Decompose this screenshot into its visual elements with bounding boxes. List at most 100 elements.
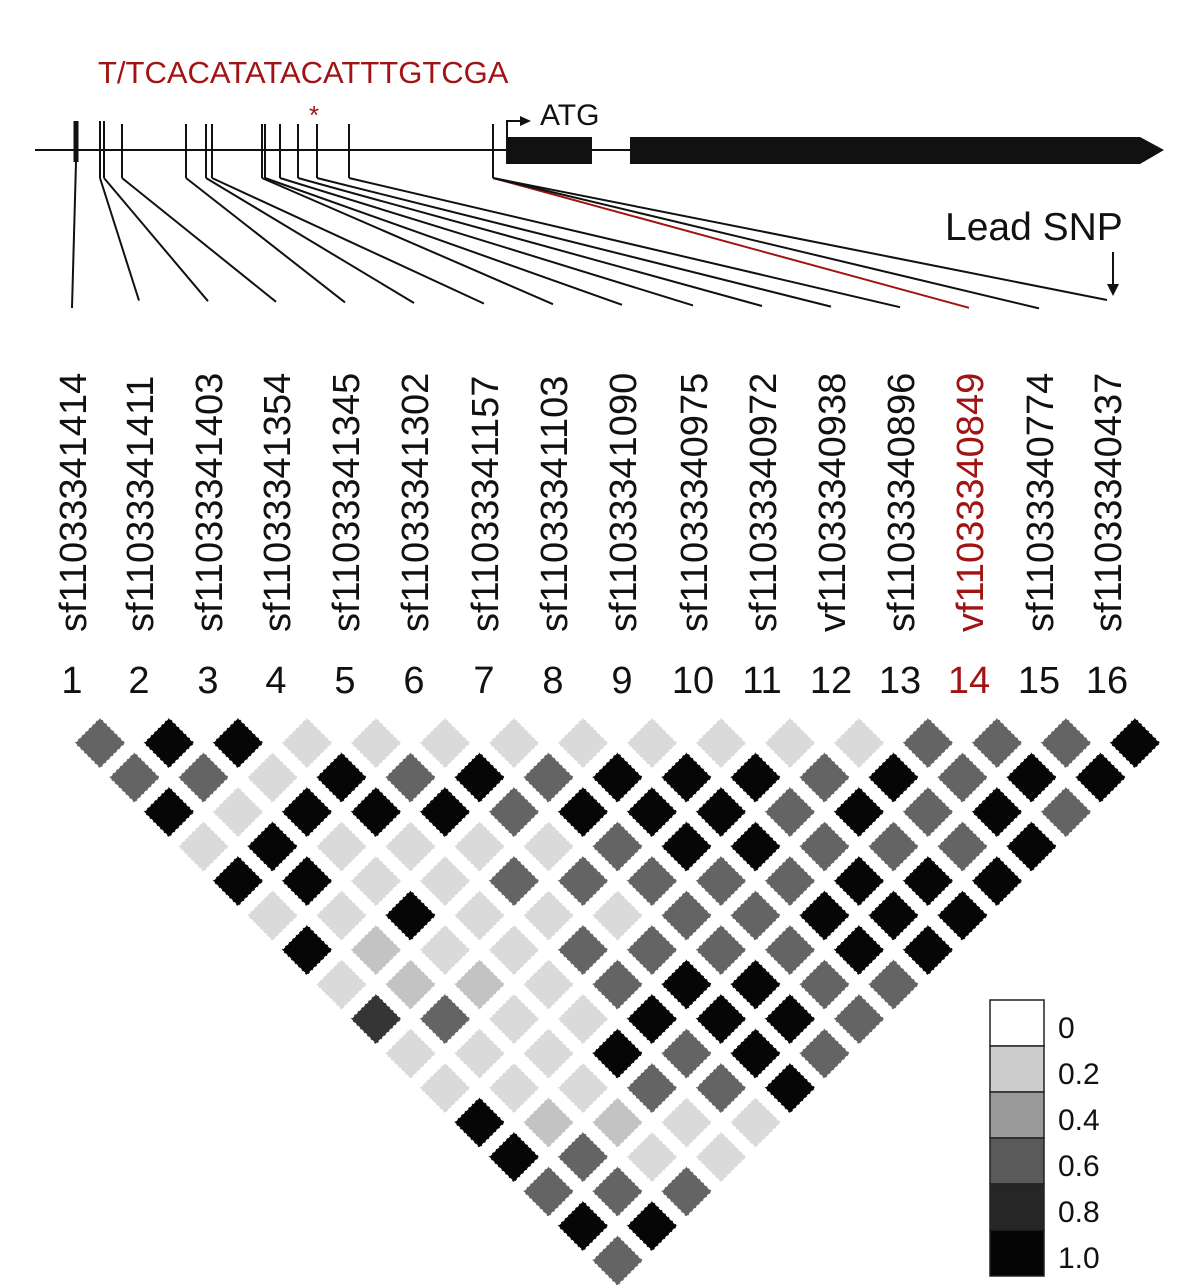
ld-cell-11-3 bbox=[556, 1061, 610, 1115]
ld-cell-2-2 bbox=[176, 750, 231, 805]
ld-cell-5-12 bbox=[970, 854, 1024, 908]
ld-cell-12-1 bbox=[452, 1095, 507, 1150]
snp-connector-15 bbox=[492, 177, 1040, 310]
snp-index-labels: 1 2 3 4 5 6 7 8 9 10 11 12 13 14 15 16 bbox=[61, 660, 1128, 702]
ld-cell-10-2 bbox=[452, 1026, 507, 1081]
ld-cell-8-5 bbox=[590, 957, 645, 1012]
ld-cell-7-8 bbox=[763, 923, 817, 977]
snp-index-14: 14 bbox=[948, 660, 990, 702]
ld-cell-3-5 bbox=[418, 785, 472, 839]
ld-cell-1-16 bbox=[1108, 716, 1162, 770]
snp-connector-14 bbox=[492, 177, 970, 309]
snp-connector-1 bbox=[71, 161, 77, 309]
lead-snp-arrowhead bbox=[1107, 284, 1119, 296]
snp-index-2: 2 bbox=[128, 660, 149, 702]
snp-connector-11 bbox=[297, 177, 763, 307]
snp-connector-6 bbox=[205, 177, 415, 304]
ld-cell-8-1 bbox=[314, 957, 369, 1012]
snp-id-1: sf11033341414 bbox=[53, 373, 95, 632]
ld-cell-11-6 bbox=[763, 1061, 817, 1115]
snp-id-12: vf11033340938 bbox=[812, 373, 854, 632]
lead-snp-label: Lead SNP bbox=[945, 206, 1123, 249]
ld-cell-1-5 bbox=[349, 716, 403, 770]
snp-connector-12 bbox=[316, 177, 832, 308]
ld-cell-7-9 bbox=[832, 923, 886, 977]
ld-cell-1-8 bbox=[556, 716, 610, 770]
snp-index-6: 6 bbox=[403, 660, 424, 702]
ld-cell-3-14 bbox=[1039, 785, 1093, 839]
gene-direction-arrow bbox=[1060, 137, 1164, 164]
ld-cell-2-9 bbox=[659, 750, 714, 805]
legend-label-5: 1.0 bbox=[1058, 1242, 1100, 1275]
ld-cell-1-1 bbox=[73, 716, 127, 770]
snp-index-15: 15 bbox=[1018, 660, 1060, 702]
ld-cell-5-7 bbox=[625, 854, 679, 908]
ld-cell-8-6 bbox=[659, 957, 714, 1012]
ld-cell-9-3 bbox=[487, 992, 541, 1046]
ld-cell-4-2 bbox=[245, 819, 300, 874]
ld-cell-3-6 bbox=[487, 785, 541, 839]
ld-cell-2-15 bbox=[1073, 750, 1128, 805]
snp-index-1: 1 bbox=[61, 660, 82, 702]
ld-cell-7-3 bbox=[418, 923, 472, 977]
ld-cell-2-4 bbox=[314, 750, 369, 805]
ld-cell-8-2 bbox=[383, 957, 438, 1012]
snp-connector-4 bbox=[121, 177, 277, 303]
ld-cell-6-7 bbox=[659, 888, 714, 943]
ld-cell-13-1 bbox=[487, 1130, 541, 1184]
ld-cell-9-2 bbox=[418, 992, 472, 1046]
ld-cell-12-3 bbox=[590, 1095, 645, 1150]
ld-cell-7-6 bbox=[625, 923, 679, 977]
legend-label-2: 0.4 bbox=[1058, 1104, 1100, 1137]
ld-cell-12-5 bbox=[728, 1095, 783, 1150]
ld-cell-11-1 bbox=[418, 1061, 472, 1115]
ld-cell-8-9 bbox=[866, 957, 921, 1012]
snp-index-8: 8 bbox=[542, 660, 563, 702]
ld-cell-3-2 bbox=[211, 785, 265, 839]
ld-cell-14-3 bbox=[659, 1164, 714, 1219]
ld-cell-9-1 bbox=[349, 992, 403, 1046]
snp-connector-8 bbox=[261, 177, 554, 306]
ld-cell-9-7 bbox=[763, 992, 817, 1046]
ld-cell-4-6 bbox=[521, 819, 576, 874]
snp-connector-7 bbox=[211, 177, 485, 305]
ld-cell-10-6 bbox=[728, 1026, 783, 1081]
legend-swatch-5 bbox=[989, 1229, 1045, 1277]
snp-index-11: 11 bbox=[742, 660, 781, 702]
ld-cell-14-1 bbox=[521, 1164, 576, 1219]
ld-cell-3-12 bbox=[901, 785, 955, 839]
ld-cell-13-4 bbox=[694, 1130, 748, 1184]
ld-cell-7-4 bbox=[487, 923, 541, 977]
ld-cell-14-2 bbox=[590, 1164, 645, 1219]
ld-cell-5-2 bbox=[280, 854, 334, 908]
ld-cell-2-3 bbox=[245, 750, 300, 805]
snp-id-15: sf11033340774 bbox=[1020, 373, 1062, 632]
ld-cell-2-6 bbox=[452, 750, 507, 805]
ld-cell-2-12 bbox=[866, 750, 921, 805]
snp-id-3: sf11033341403 bbox=[189, 373, 231, 632]
ld-cell-1-14 bbox=[970, 716, 1024, 770]
ld-cell-7-10 bbox=[901, 923, 955, 977]
ld-cell-9-6 bbox=[694, 992, 748, 1046]
ld-cell-6-5 bbox=[521, 888, 576, 943]
sequence-label: T/TCACATATACATTTGTCGA bbox=[98, 55, 509, 90]
ld-cell-1-10 bbox=[694, 716, 748, 770]
ld-cell-4-10 bbox=[797, 819, 852, 874]
ld-cell-4-9 bbox=[728, 819, 783, 874]
snp-id-11: sf11033340972 bbox=[743, 373, 785, 632]
snp-index-16: 16 bbox=[1086, 660, 1128, 702]
ld-cell-1-3 bbox=[211, 716, 265, 770]
ld-cell-6-10 bbox=[866, 888, 921, 943]
ld-cell-3-10 bbox=[763, 785, 817, 839]
ld-cell-1-7 bbox=[487, 716, 541, 770]
snp-connector-16 bbox=[492, 177, 1108, 301]
ld-cell-1-15 bbox=[1039, 716, 1093, 770]
ld-cell-7-1 bbox=[280, 923, 334, 977]
ld-cell-5-9 bbox=[763, 854, 817, 908]
snp-id-5: sf11033341345 bbox=[326, 373, 368, 632]
ld-cell-3-1 bbox=[142, 785, 196, 839]
snp-index-4: 4 bbox=[265, 660, 286, 702]
ld-cell-2-7 bbox=[521, 750, 576, 805]
ld-cell-8-7 bbox=[728, 957, 783, 1012]
snp-id-2: sf11033341411 bbox=[120, 376, 162, 632]
